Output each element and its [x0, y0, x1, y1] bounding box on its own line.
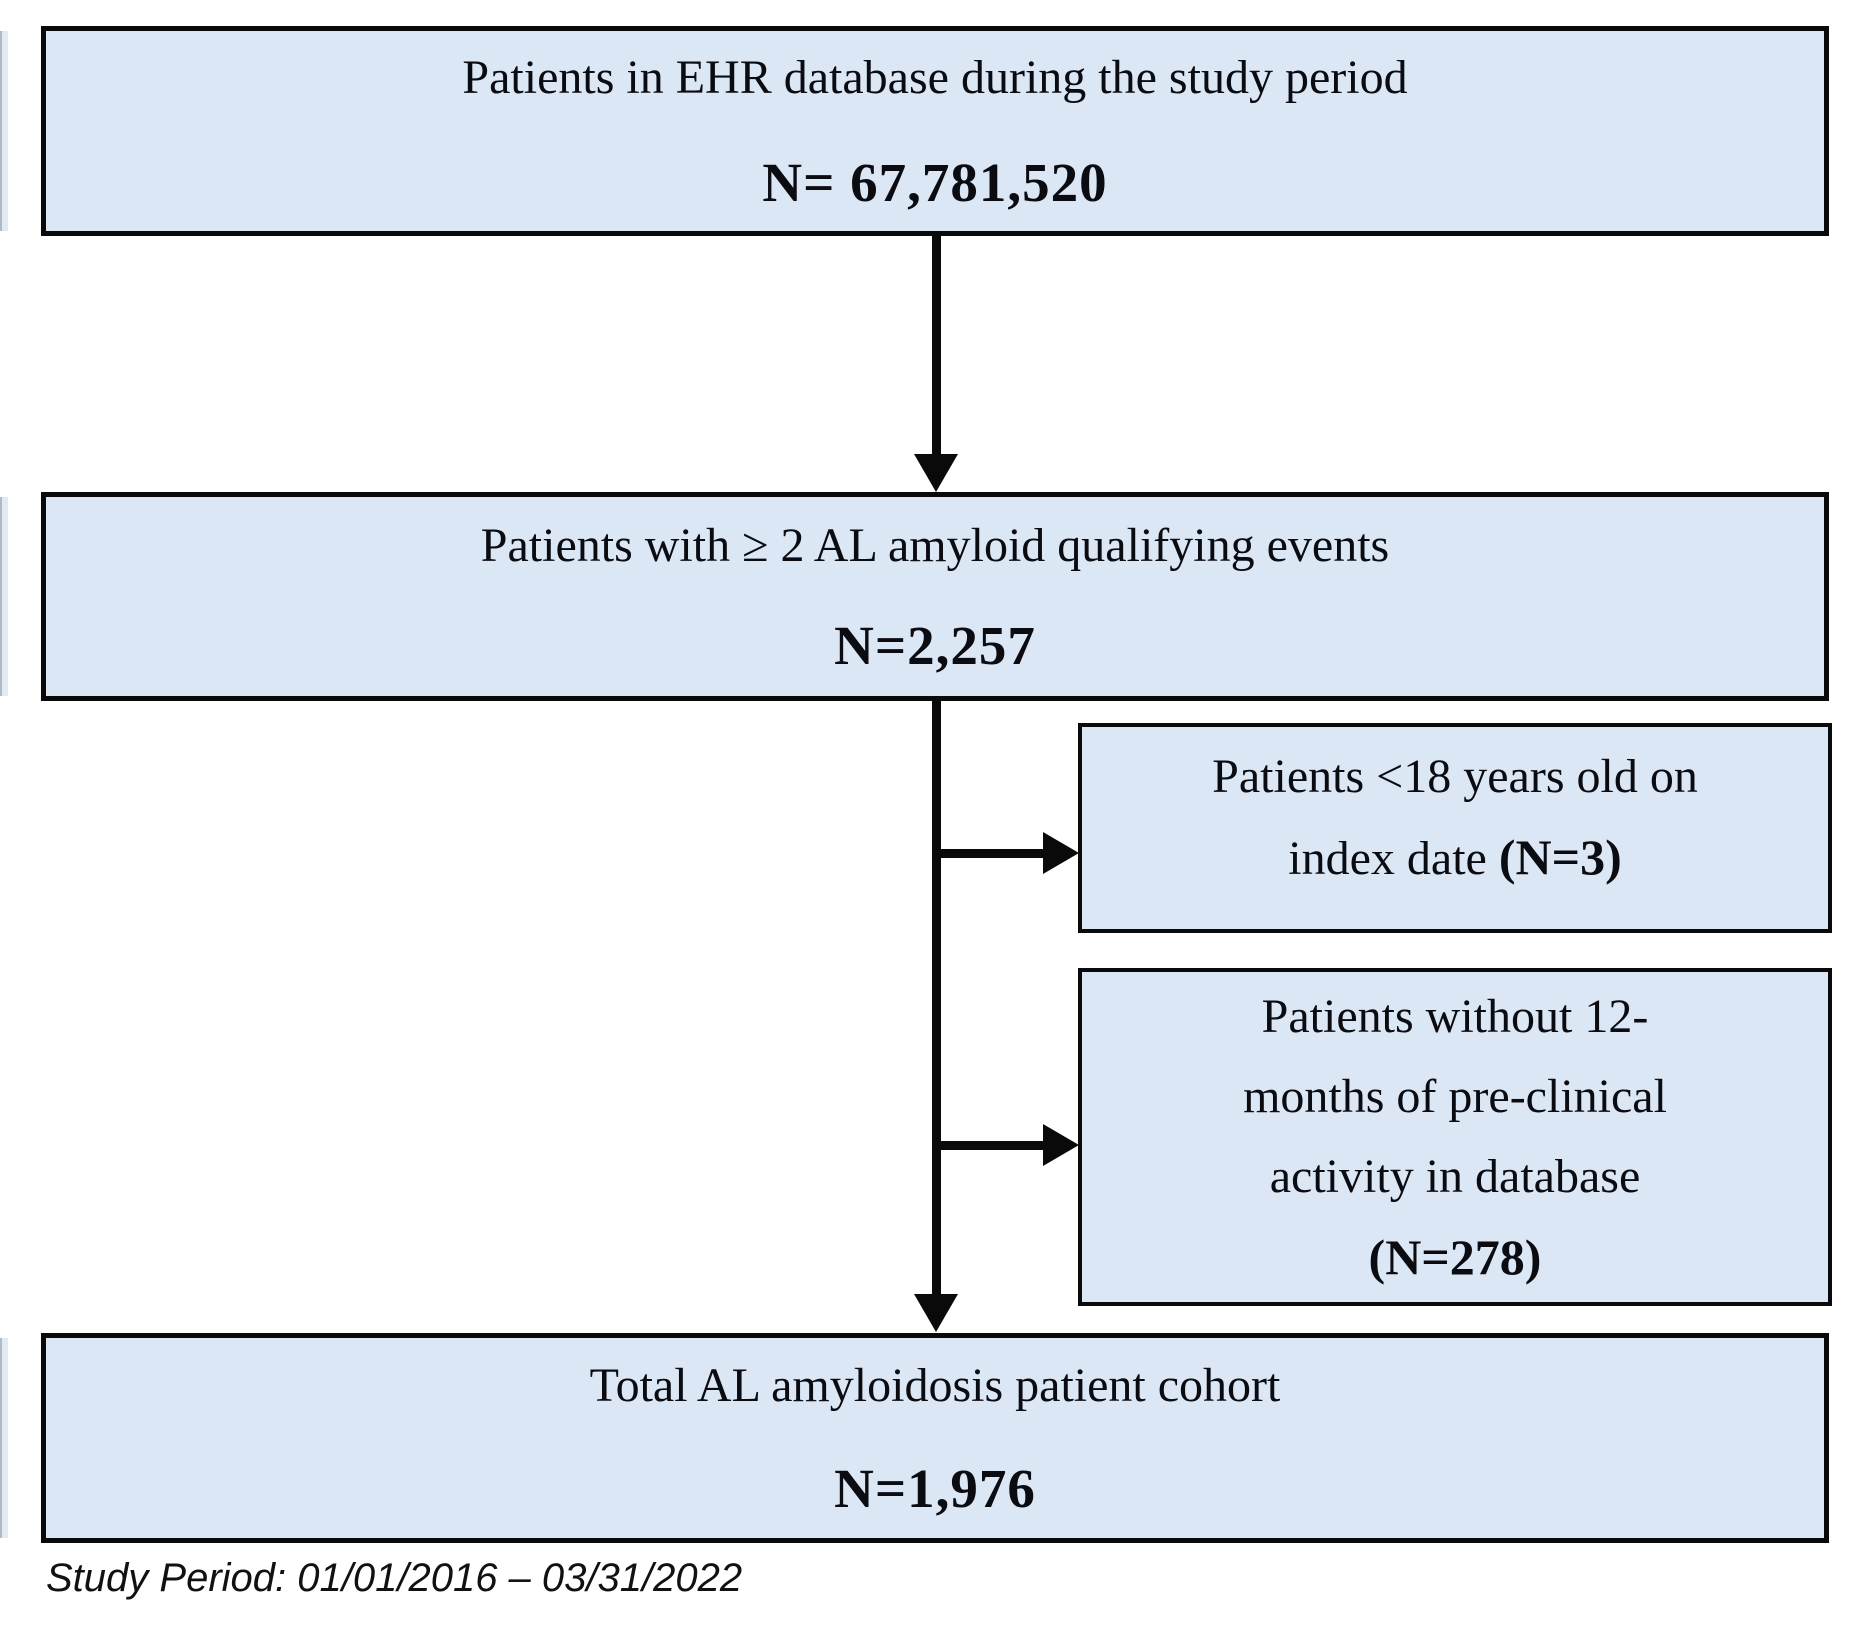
exclusion-text-line: index date (N=3): [1288, 828, 1622, 886]
box-n-value: N= 67,781,520: [762, 151, 1108, 213]
box-title: Total AL amyloidosis patient cohort: [589, 1359, 1281, 1413]
flow-arrow-line-down-2: [932, 701, 941, 1297]
exclusion-text-prefix: index date: [1288, 831, 1499, 885]
exclusion-box-preclinical-activity: Patients without 12- months of pre-clini…: [1078, 968, 1832, 1306]
box-title: Patients with ≥ 2 AL amyloid qualifying …: [480, 518, 1390, 572]
exclusion-text-line: months of pre-clinical: [1243, 1070, 1667, 1123]
cohort-box-total: Total AL amyloidosis patient cohort N=1,…: [41, 1333, 1829, 1543]
box-n-value: N=1,976: [834, 1457, 1036, 1519]
arrowhead-down-icon: [914, 454, 958, 492]
box-title: Patients in EHR database during the stud…: [462, 51, 1408, 105]
exclusion-n-value: (N=278): [1368, 1229, 1542, 1285]
exclusion-text-line: Patients without 12-: [1261, 990, 1649, 1043]
exclusion-n-value: (N=3): [1498, 828, 1622, 885]
cohort-box-ehr-database: Patients in EHR database during the stud…: [41, 26, 1829, 236]
exclusion-text-line: activity in database: [1269, 1150, 1641, 1203]
flow-arrow-line-down-1: [932, 236, 941, 456]
study-period-note: Study Period: 01/01/2016 – 03/31/2022: [46, 1556, 743, 1600]
left-edge-artifact: [0, 1338, 8, 1538]
left-edge-artifact: [0, 497, 8, 696]
flow-branch-line-exclusion-age: [933, 849, 1045, 858]
left-edge-artifact: [0, 31, 8, 231]
arrowhead-right-icon: [1043, 832, 1079, 874]
arrowhead-right-icon: [1043, 1124, 1079, 1166]
exclusion-box-age: Patients <18 years old on index date (N=…: [1078, 723, 1832, 933]
cohort-box-qualifying-events: Patients with ≥ 2 AL amyloid qualifying …: [41, 492, 1829, 701]
exclusion-text-line: Patients <18 years old on: [1212, 749, 1698, 803]
flow-branch-line-exclusion-preclinical: [933, 1141, 1045, 1150]
arrowhead-down-icon: [914, 1294, 958, 1332]
box-n-value: N=2,257: [834, 615, 1036, 677]
